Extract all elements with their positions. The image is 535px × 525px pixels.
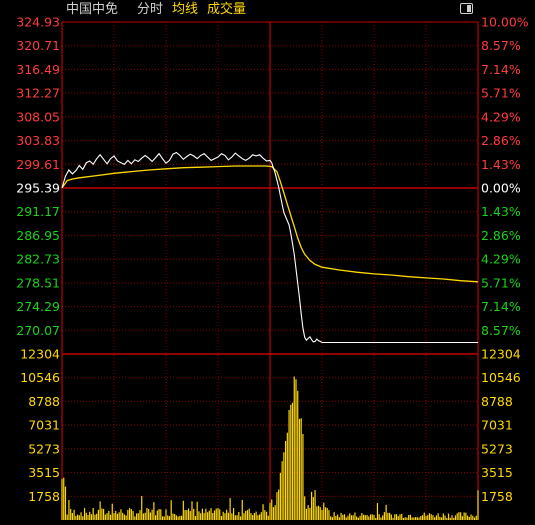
volume-legend[interactable]: 成交量 [207,2,247,17]
timeshare-mode-label[interactable]: 分时 [137,2,164,17]
percent-tick-label: 1.43% [481,157,521,172]
price-tick-label: 295.39 [16,181,60,196]
percent-tick-label: 2.86% [481,133,521,148]
volume-tick-label: 5273 [28,441,60,456]
volume-tick-label: 3515 [28,465,60,480]
percent-tick-label: 7.14% [481,299,521,314]
percent-tick-label: 4.29% [481,252,521,267]
volume-tick-label: 10546 [20,370,60,385]
percent-tick-label: 8.57% [481,323,521,338]
percent-tick-label: 4.29% [481,109,521,124]
volume-tick-label-right: 1758 [481,489,513,504]
percent-tick-label: 5.71% [481,86,521,101]
price-line [61,151,478,344]
volume-tick-label: 1758 [28,489,60,504]
price-tick-label: 274.29 [16,299,60,314]
price-tick-label: 320.71 [16,38,60,53]
percent-tick-label: 5.71% [481,275,521,290]
price-tick-label: 324.93 [16,15,60,30]
volume-tick-label: 8788 [28,394,60,409]
volume-bars [61,376,479,520]
volume-tick-label-right: 7031 [481,418,513,433]
percent-tick-label: 7.14% [481,62,521,77]
stock-name[interactable]: 中国中免 [66,2,119,17]
volume-tick-label: 12304 [20,347,60,362]
price-tick-label: 308.05 [16,109,60,124]
axis-labels: 324.93 10.00% 320.71 8.57% 316.49 7.14% 312.27… [16,15,529,504]
volume-tick-label: 7031 [28,418,60,433]
price-tick-label: 270.07 [16,323,60,338]
percent-tick-label: 1.43% [481,204,521,219]
chart-grid [61,21,479,520]
volume-tick-label-right: 12304 [481,347,521,362]
price-tick-label: 278.51 [16,275,60,290]
percent-tick-label: 0.00% [481,181,521,196]
percent-tick-label: 8.57% [481,38,521,53]
price-tick-label: 282.73 [16,252,60,267]
percent-tick-label: 2.86% [481,228,521,243]
avg-line-legend[interactable]: 均线 [172,2,199,17]
price-tick-label: 291.17 [16,204,60,219]
volume-tick-label-right: 5273 [481,441,513,456]
window-toggle-icon[interactable] [460,3,473,14]
price-tick-label: 316.49 [16,62,60,77]
price-tick-label: 299.61 [16,157,60,172]
chart-header: 中国中免 分时 均线 成交量 [0,0,535,22]
volume-tick-label-right: 10546 [481,370,521,385]
price-tick-label: 286.95 [16,228,60,243]
volume-tick-label-right: 8788 [481,394,513,409]
volume-tick-label-right: 3515 [481,465,513,480]
avg-price-line [61,165,479,283]
percent-tick-label: 10.00% [481,15,529,30]
price-tick-label: 303.83 [16,133,60,148]
price-tick-label: 312.27 [16,86,60,101]
